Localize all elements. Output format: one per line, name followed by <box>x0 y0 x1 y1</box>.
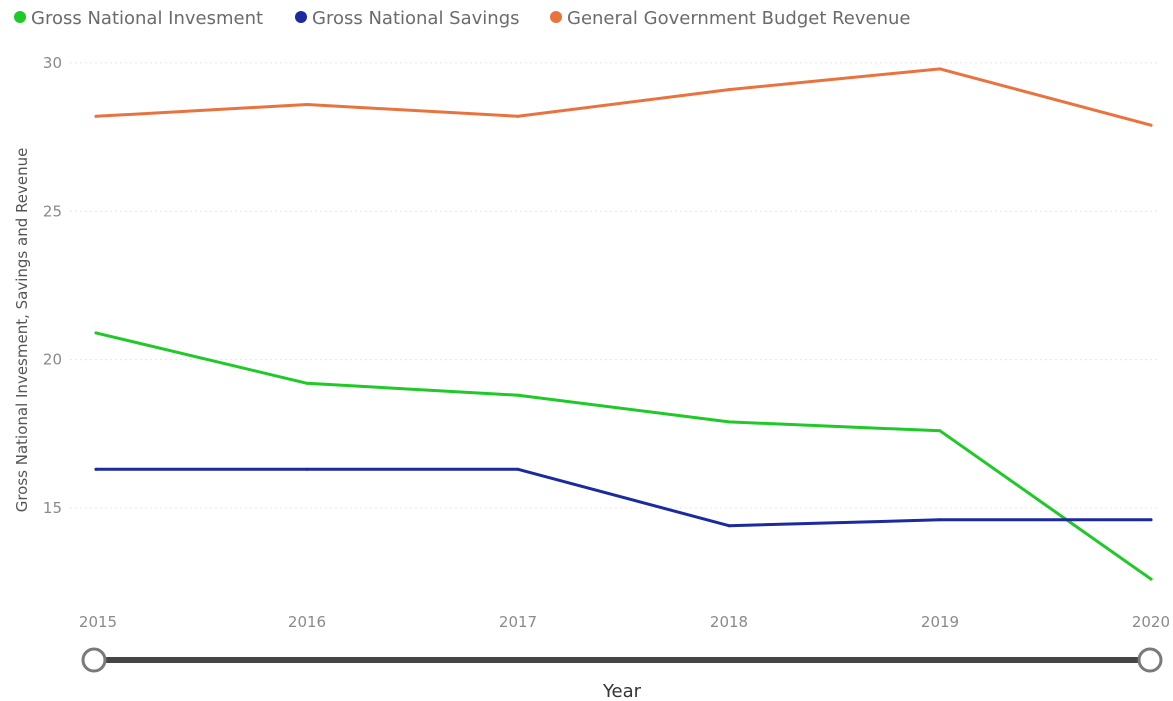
y-tick-label: 15 <box>43 499 62 517</box>
slider-start-handle[interactable] <box>81 647 107 673</box>
series-line <box>94 67 1153 127</box>
data-point <box>1149 518 1153 522</box>
y-tick-label: 30 <box>43 54 62 72</box>
data-point <box>516 114 520 118</box>
data-point <box>1149 577 1153 581</box>
data-point <box>727 88 731 92</box>
legend-swatch <box>550 11 562 23</box>
y-tick-label: 25 <box>43 202 62 220</box>
x-tick-label: 2016 <box>288 613 326 631</box>
series-line <box>94 331 1153 581</box>
data-point <box>938 518 942 522</box>
legend-label: General Government Budget Revenue <box>567 8 911 29</box>
x-tick-label: 2017 <box>499 613 537 631</box>
x-axis-ticks: 2015 2016 2017 2018 2019 2020 <box>79 613 1170 631</box>
x-tick-label: 2020 <box>1132 613 1170 631</box>
x-tick-label: 2015 <box>79 613 117 631</box>
y-axis-title: Gross National Invesment, Savings and Re… <box>13 148 31 513</box>
data-point <box>938 429 942 433</box>
slider-end-handle[interactable] <box>1137 647 1163 673</box>
legend-label: Gross National Invesment <box>31 8 263 29</box>
x-tick-label: 2019 <box>921 613 959 631</box>
legend-label: Gross National Savings <box>312 8 520 29</box>
x-axis-title: Year <box>602 681 642 701</box>
data-point <box>938 67 942 71</box>
year-range-slider[interactable] <box>81 647 1163 673</box>
y-axis-ticks: 15 20 25 30 <box>43 54 62 517</box>
data-point <box>516 467 520 471</box>
y-tick-label: 20 <box>43 351 62 369</box>
data-point <box>305 102 309 106</box>
series-lines <box>94 67 1153 581</box>
data-point <box>516 393 520 397</box>
legend-swatch <box>295 11 307 23</box>
data-point <box>727 524 731 528</box>
data-point <box>305 381 309 385</box>
gridlines <box>70 62 1158 509</box>
data-point <box>94 114 98 118</box>
series-line <box>94 467 1153 528</box>
x-tick-label: 2018 <box>710 613 748 631</box>
data-point <box>94 331 98 335</box>
legend: Gross National Invesment Gross National S… <box>14 8 911 29</box>
data-point <box>1149 123 1153 127</box>
legend-swatch <box>14 11 26 23</box>
data-point <box>305 467 309 471</box>
data-point <box>94 467 98 471</box>
data-point <box>727 420 731 424</box>
